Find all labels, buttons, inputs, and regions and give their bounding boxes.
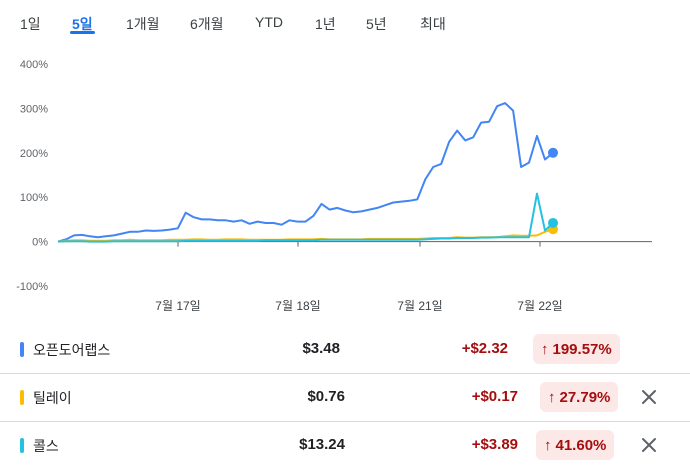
series-line-1	[58, 103, 553, 242]
x-axis-tick-label: 7월 17일	[155, 299, 200, 313]
close-icon[interactable]	[638, 386, 660, 408]
x-axis-tick-label: 7월 18일	[275, 299, 320, 313]
series-end-point-3	[548, 218, 558, 228]
stock-name: 콜스	[33, 436, 59, 456]
tab-5y[interactable]: 5년	[366, 14, 387, 34]
percent-change-value: 41.60%	[556, 437, 607, 454]
tab-1d[interactable]: 1일	[20, 14, 41, 34]
series-color-swatch	[20, 342, 24, 357]
percent-change-badge: ↑ 27.79%	[540, 382, 618, 412]
y-axis-tick-label: 300%	[20, 103, 48, 115]
close-icon[interactable]	[638, 434, 660, 456]
percent-change-badge: ↑ 41.60%	[536, 430, 614, 460]
tab-6m[interactable]: 6개월	[190, 14, 224, 34]
y-axis-tick-label: 100%	[20, 192, 48, 204]
price-change: +$3.89	[472, 436, 518, 453]
list-item[interactable]: 틸레이 $0.76 +$0.17 ↑ 27.79%	[0, 374, 690, 422]
x-axis-tick-label: 7월 22일	[517, 299, 562, 313]
arrow-up-icon: ↑	[548, 389, 556, 406]
price-change: +$2.32	[462, 340, 508, 357]
chart-svg: 400% 300% 200% 100% 0% -100% 7월 17일 7월 18일 7월 21…	[0, 50, 690, 320]
tab-1y[interactable]: 1년	[315, 14, 336, 34]
stock-price: $13.24	[299, 436, 345, 453]
stock-name: 오픈도어랩스	[33, 340, 110, 360]
price-change: +$0.17	[472, 388, 518, 405]
arrow-up-icon: ↑	[544, 437, 552, 454]
tab-ytd[interactable]: YTD	[255, 14, 283, 30]
stock-price: $0.76	[307, 388, 345, 405]
time-range-tabs: 1일 5일 1개월 6개월 YTD 1년 5년 최대	[0, 0, 690, 40]
comparison-chart[interactable]: 400% 300% 200% 100% 0% -100% 7월 17일 7월 18일 7월 21…	[0, 50, 690, 320]
tab-max[interactable]: 최대	[420, 14, 446, 34]
y-axis-tick-label: -100%	[16, 281, 48, 293]
active-tab-indicator	[70, 31, 95, 34]
y-axis-tick-label: 200%	[20, 148, 48, 160]
series-line-3	[58, 194, 553, 242]
y-axis-tick-label: 400%	[20, 59, 48, 71]
tab-1m[interactable]: 1개월	[126, 14, 160, 34]
series-color-swatch	[20, 438, 24, 453]
list-item[interactable]: 오픈도어랩스 $3.48 +$2.32 ↑ 199.57%	[0, 326, 690, 374]
y-axis-tick-label: 0%	[32, 237, 48, 249]
series-color-swatch	[20, 390, 24, 405]
comparison-list: 오픈도어랩스 $3.48 +$2.32 ↑ 199.57% 틸레이 $0.76 …	[0, 326, 690, 469]
list-item[interactable]: 콜스 $13.24 +$3.89 ↑ 41.60%	[0, 422, 690, 469]
stock-name: 틸레이	[33, 388, 72, 408]
x-axis-tick-label: 7월 21일	[397, 299, 442, 313]
percent-change-value: 27.79%	[560, 389, 611, 406]
percent-change-badge: ↑ 199.57%	[533, 334, 620, 364]
stock-price: $3.48	[302, 340, 340, 357]
series-end-point-1	[548, 148, 558, 158]
arrow-up-icon: ↑	[541, 341, 549, 358]
percent-change-value: 199.57%	[553, 341, 612, 358]
